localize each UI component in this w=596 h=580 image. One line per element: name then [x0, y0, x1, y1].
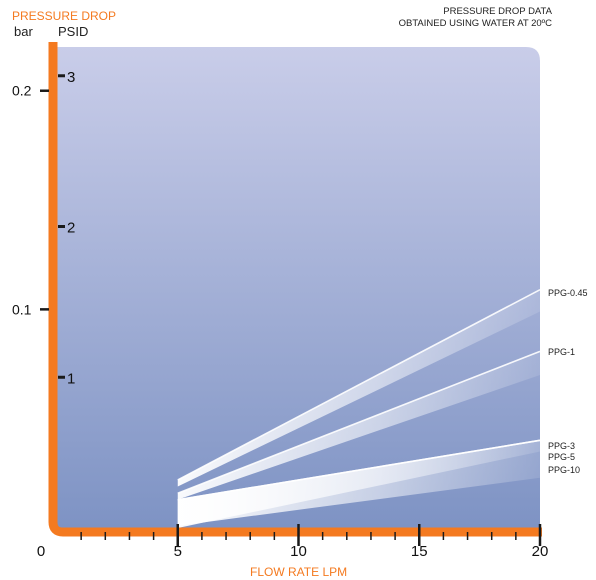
axes-frame: [48, 42, 542, 537]
y-unit-psid: PSID: [58, 24, 89, 39]
chart-note-line-1: PRESSURE DROP DATA: [443, 6, 552, 17]
y-bar-tick-label: 0.2: [12, 83, 32, 99]
y-psid-tick-label: 1: [67, 370, 75, 387]
x-tick-label: 5: [174, 543, 182, 560]
x-tick-label: 15: [411, 543, 428, 560]
series-band-ppg-10: [177, 440, 540, 526]
x-tick-label: 20: [532, 543, 549, 560]
y-unit-bar: bar: [14, 24, 33, 39]
series-edge-ppg-045: [177, 288, 541, 481]
series-band-ppg-1: [177, 351, 540, 500]
x-tick-label: 10: [290, 543, 307, 560]
series-edge-ppg-1: [177, 350, 541, 494]
series-label-ppg-5: PPG-5: [548, 452, 575, 462]
y-psid-tick-label: 2: [67, 220, 75, 237]
chart-title: PRESSURE DROP: [12, 9, 117, 23]
series-label-ppg-3: PPG-3: [548, 441, 575, 451]
x-tick-label: 0: [37, 543, 45, 560]
y-psid-tick-label: 3: [67, 69, 75, 86]
series-label-ppg-1: PPG-1: [548, 347, 575, 357]
chart-note-line-2: OBTAINED USING WATER AT 20ºC: [398, 18, 552, 29]
series-label-ppg-045: PPG-0.45: [548, 288, 588, 298]
series-edge-ppg-10: [177, 439, 541, 501]
series-band-ppg-045: [177, 289, 540, 487]
series-label-ppg-10: PPG-10: [548, 465, 580, 475]
y-bar-tick-label: 0.1: [12, 301, 32, 317]
x-axis-label: FLOW RATE LPM: [250, 565, 348, 579]
